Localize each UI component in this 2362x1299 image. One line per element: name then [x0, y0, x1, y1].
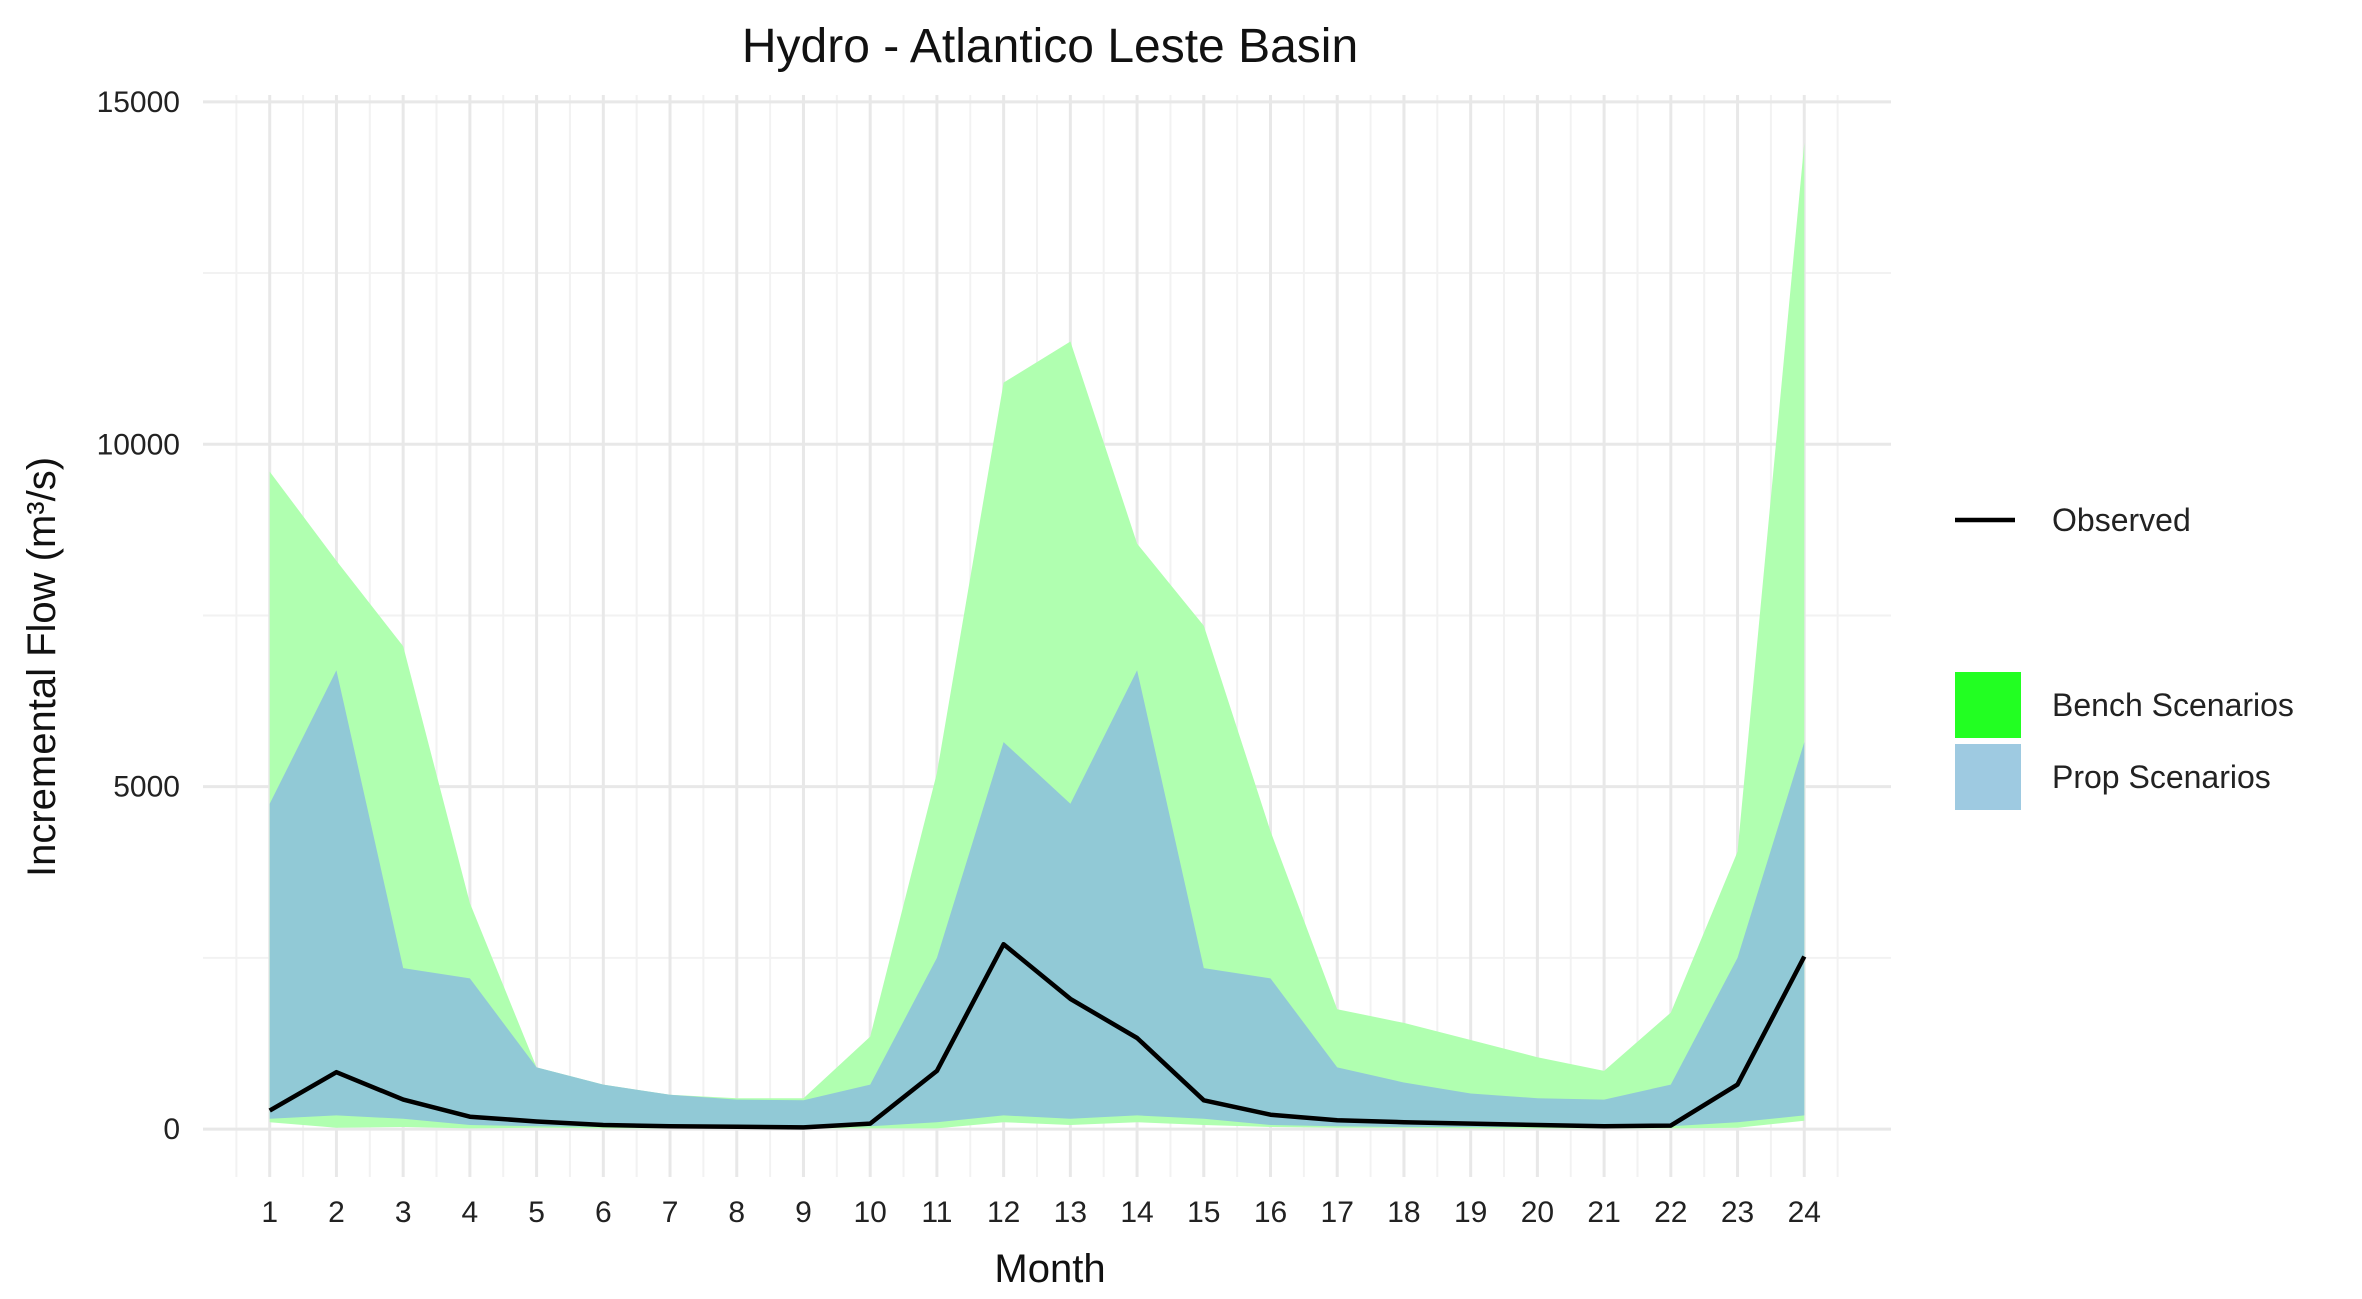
lines: [268, 941, 1807, 1130]
x-tick-label: 4: [462, 1196, 479, 1229]
x-tick-label: 18: [1387, 1196, 1420, 1229]
x-tick-label: 2: [328, 1196, 345, 1229]
x-tick-label: 14: [1120, 1196, 1153, 1229]
y-tick-label: 5000: [113, 771, 180, 804]
x-tick-label: 15: [1187, 1196, 1220, 1229]
x-tick-label: 24: [1788, 1196, 1821, 1229]
x-tick-label: 6: [595, 1196, 612, 1229]
chart-title: Hydro - Atlantico Leste Basin: [742, 20, 1358, 73]
x-axis: 1 2 3 4 5 6 7 8 9 10 11 12 13 14 15 16 17 18 19 20 21 22 23 24: [261, 1196, 1821, 1229]
x-tick-label: 13: [1054, 1196, 1087, 1229]
x-tick-label: 9: [795, 1196, 812, 1229]
x-tick-label: 7: [662, 1196, 679, 1229]
observed-line: [268, 941, 1807, 1130]
y-tick-label: 10000: [97, 428, 180, 461]
y-tick-label: 15000: [97, 86, 180, 119]
x-tick-label: 12: [987, 1196, 1020, 1229]
x-tick-label: 20: [1521, 1196, 1554, 1229]
x-tick-label: 10: [854, 1196, 887, 1229]
x-tick-label: 5: [528, 1196, 545, 1229]
x-tick-label: 8: [728, 1196, 745, 1229]
legend-key-prop-scenarios: [1955, 744, 2021, 810]
y-tick-label: 0: [163, 1113, 180, 1146]
ribbons: [269, 142, 1805, 1129]
x-tick-label: 17: [1321, 1196, 1354, 1229]
prop-scenarios-ribbon: [269, 670, 1805, 1127]
legend-key-bench-scenarios: [1955, 672, 2021, 738]
x-tick-label: 16: [1254, 1196, 1287, 1229]
legend-label-prop-scenarios: Prop Scenarios: [2052, 759, 2271, 795]
legend-label-observed: Observed: [2052, 502, 2191, 538]
x-tick-label: 19: [1454, 1196, 1487, 1229]
x-tick-label: 1: [261, 1196, 278, 1229]
x-tick-label: 22: [1654, 1196, 1687, 1229]
x-tick-label: 3: [395, 1196, 412, 1229]
legend: Observed Bench Scenarios Prop Scenarios: [1955, 502, 2294, 810]
bench-scenarios-ribbon: [269, 142, 1805, 1129]
x-tick-label: 23: [1721, 1196, 1754, 1229]
x-tick-label: 11: [921, 1196, 952, 1229]
x-tick-label: 21: [1587, 1196, 1620, 1229]
y-axis: 0 5000 10000 15000: [97, 86, 180, 1146]
legend-label-bench-scenarios: Bench Scenarios: [2052, 687, 2294, 723]
y-axis-title: Incremental Flow (m³/s): [20, 457, 64, 877]
x-axis-title: Month: [994, 1247, 1105, 1291]
